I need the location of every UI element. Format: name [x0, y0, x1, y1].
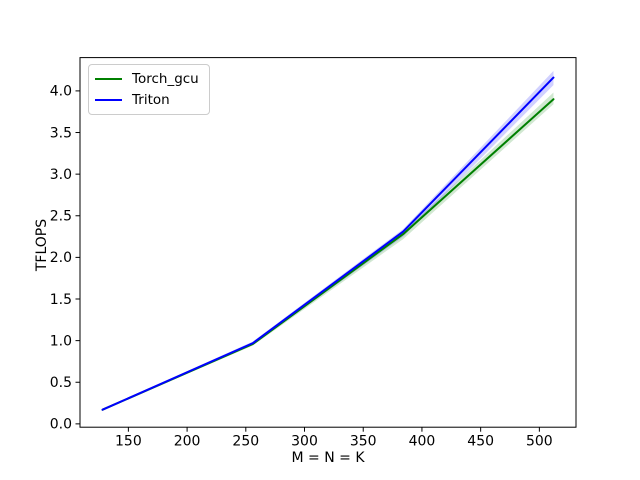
x-tick-label: 300: [291, 434, 318, 450]
x-axis-label: M = N = K: [292, 450, 366, 466]
x-tick-label: 400: [409, 434, 436, 450]
y-tick-label: 2.5: [50, 209, 72, 225]
series-band-torch_gcu: [102, 92, 554, 411]
x-tick-label: 450: [467, 434, 494, 450]
x-tick-label: 350: [350, 434, 377, 450]
y-tick-label: 4.0: [50, 84, 72, 100]
legend-item-triton: Triton: [95, 91, 199, 109]
legend-item-torch_gcu: Torch_gcu: [95, 70, 199, 88]
x-tick-label: 200: [174, 434, 201, 450]
series-band-triton: [102, 70, 554, 411]
plot-area: 150 200 250 300 350 400 450 500 0.0 0.5 1.0 1.5 2.0 2…: [50, 57, 577, 450]
x-tick-label: 150: [115, 434, 142, 450]
legend-label: Triton: [132, 91, 170, 108]
y-tick-label: 3.5: [50, 125, 72, 141]
legend-label: Torch_gcu: [132, 70, 199, 87]
y-tick-label: 0.0: [50, 417, 72, 433]
series-line-triton: [101, 76, 555, 411]
legend-line-sample: [95, 99, 122, 101]
y-tick-label: 1.5: [50, 292, 72, 308]
x-tick-label: 500: [526, 434, 553, 450]
y-tick-label: 3.0: [50, 167, 72, 183]
y-tick-label: 2.0: [50, 250, 72, 266]
axes-spines: [79, 57, 577, 428]
legend: Torch_gcu Triton: [88, 64, 210, 115]
x-tick-label: 250: [232, 434, 259, 450]
y-tick-label: 0.5: [50, 375, 72, 391]
legend-line-sample: [95, 78, 122, 80]
y-axis-label: TFLOPS: [34, 219, 50, 272]
y-tick-label: 1.0: [50, 333, 72, 349]
